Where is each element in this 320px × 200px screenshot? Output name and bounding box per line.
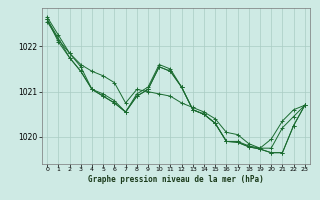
X-axis label: Graphe pression niveau de la mer (hPa): Graphe pression niveau de la mer (hPa) [88,175,264,184]
